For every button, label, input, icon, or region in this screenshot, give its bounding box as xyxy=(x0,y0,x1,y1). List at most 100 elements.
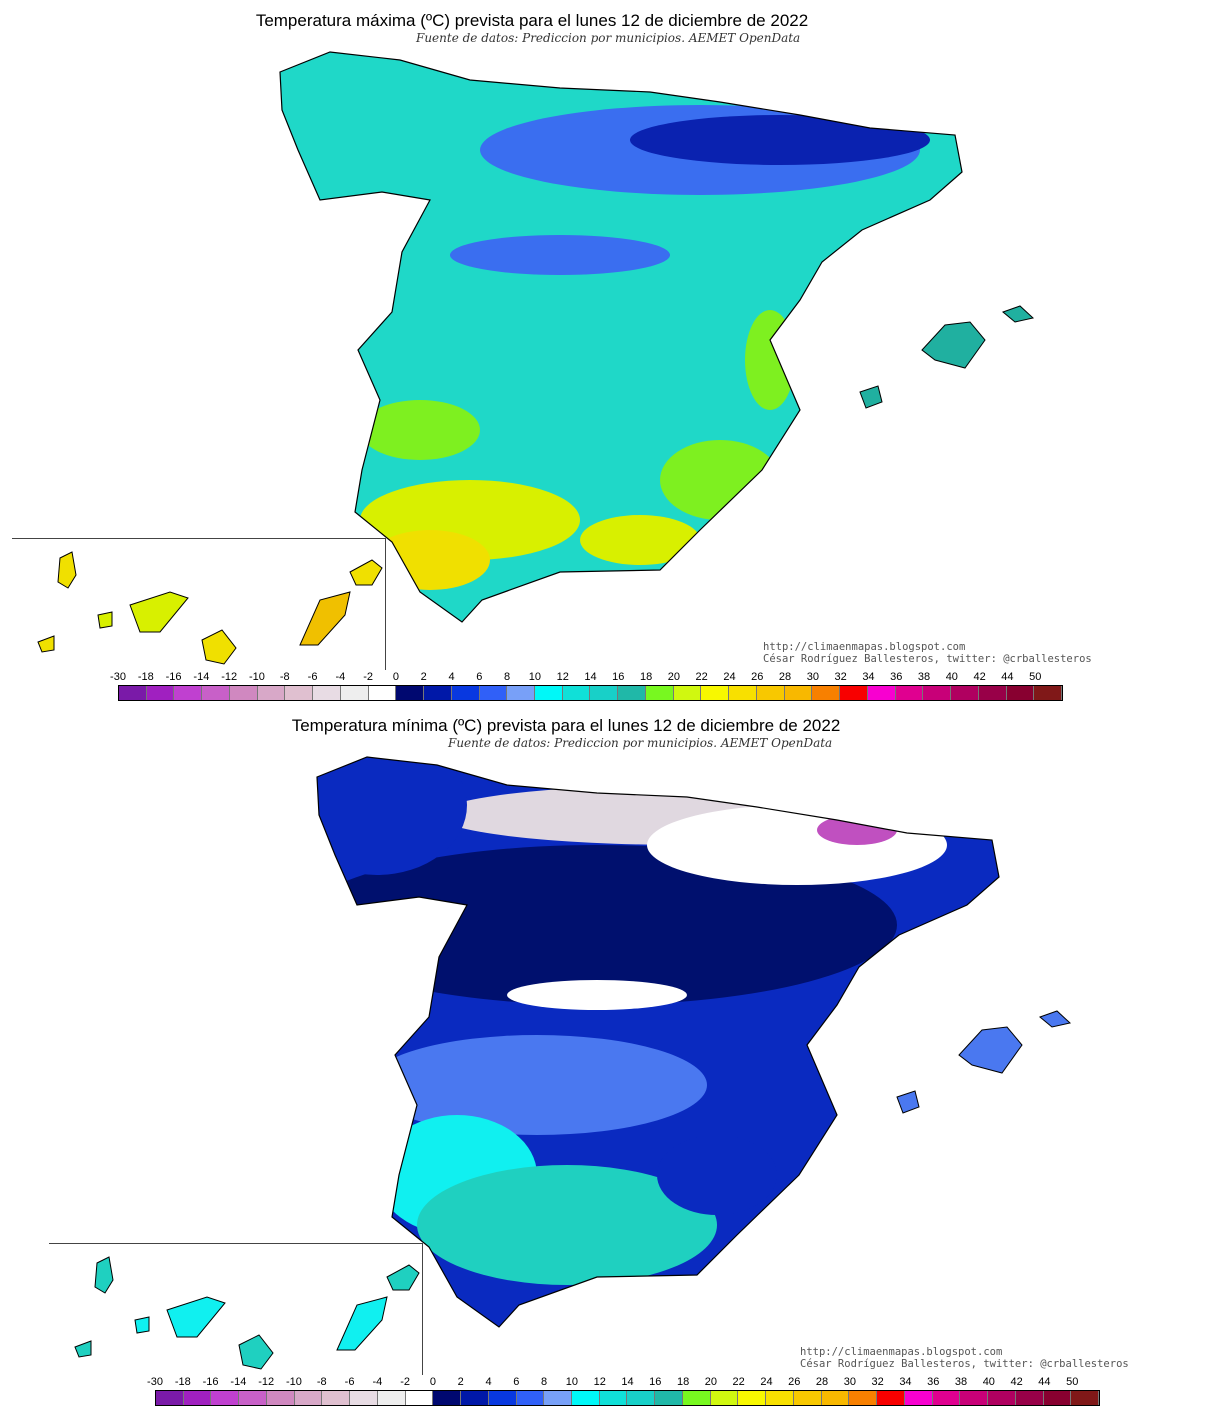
legend-color-box xyxy=(507,686,536,700)
legend-tick-label: 26 xyxy=(788,1376,801,1388)
legend-color-box xyxy=(488,1391,517,1405)
legend-color-box xyxy=(1043,1391,1072,1405)
legend-color-box xyxy=(451,686,480,700)
legend-color-box xyxy=(229,686,258,700)
legend-color-box xyxy=(645,686,674,700)
legend-tick-label: 14 xyxy=(621,1376,634,1388)
legend-color-box xyxy=(655,1391,683,1405)
temperature-zone xyxy=(317,757,467,875)
balearic-island xyxy=(859,385,883,409)
legend-tick-label: 0 xyxy=(429,1376,436,1388)
legend-tick-label: -12 xyxy=(258,1376,275,1388)
legend-tick-label: 18 xyxy=(639,671,653,683)
legend-tick-label: 44 xyxy=(1001,671,1014,683)
legend-tick-label: 30 xyxy=(843,1376,856,1388)
legend-tick-label: 34 xyxy=(862,671,875,683)
min-temp-source: Fuente de datos: Prediccion por municipi… xyxy=(448,736,833,750)
temperature-zone xyxy=(630,115,930,165)
legend-tick-label: 26 xyxy=(751,671,764,683)
legend-tick-label: 20 xyxy=(704,1376,717,1388)
legend-tick-label: -18 xyxy=(137,671,154,683)
legend-tick-label: 24 xyxy=(723,671,736,683)
legend-tick-label: 22 xyxy=(732,1376,745,1388)
legend-color-box xyxy=(682,1391,711,1405)
canary-island xyxy=(336,1296,388,1351)
legend-tick-label: 42 xyxy=(1010,1376,1023,1388)
min-temp-title: Temperatura mínima (ºC) prevista para el… xyxy=(291,716,841,735)
canary-island xyxy=(166,1296,226,1338)
min-temp-map xyxy=(74,756,1072,1370)
legend-tick-label: -14 xyxy=(230,1376,247,1388)
max-temp-legend: -30 -18 -16 -14 -12 -10 -8 -6 -4 -2 0 2 4 6 8 10 12 14 16 1… xyxy=(110,671,1063,701)
legend-color-box xyxy=(904,1391,933,1405)
legend-tick-label: 22 xyxy=(695,671,708,683)
legend-color-box xyxy=(257,686,286,700)
temperature-zone xyxy=(417,1165,717,1285)
legend-tick-label: 12 xyxy=(593,1376,606,1388)
canary-island xyxy=(386,1264,420,1291)
legend-tick-label: 20 xyxy=(667,671,680,683)
legend-tick-label: -16 xyxy=(202,1376,219,1388)
legend-tick-label: 28 xyxy=(815,1376,829,1388)
canary-island xyxy=(349,559,383,586)
legend-color-box xyxy=(461,1391,489,1405)
temperature-zone xyxy=(647,805,947,885)
legend-color-box xyxy=(766,1391,794,1405)
credit-url: http://climaenmapas.blogspot.com xyxy=(800,1346,1003,1358)
temperature-zone xyxy=(450,235,670,275)
canary-island xyxy=(97,611,113,629)
legend-tick-label: 36 xyxy=(890,671,903,683)
legend-tick-label: 10 xyxy=(528,671,542,683)
canary-island xyxy=(129,591,189,633)
legend-tick-label: 28 xyxy=(778,671,792,683)
legend-tick-label: 24 xyxy=(760,1376,773,1388)
legend-tick-label: 30 xyxy=(806,671,819,683)
legend-color-box xyxy=(895,686,924,700)
temperature-zone xyxy=(507,980,687,1010)
legend-tick-label: -18 xyxy=(174,1376,191,1388)
legend-tick-label: 8 xyxy=(504,671,511,683)
legend-tick-label: -10 xyxy=(286,1376,302,1388)
legend-color-box xyxy=(849,1391,878,1405)
legend-color-box xyxy=(146,686,175,700)
legend-tick-label: 10 xyxy=(565,1376,579,1388)
legend-tick-label: 6 xyxy=(476,671,483,683)
legend-tick-label: 40 xyxy=(982,1376,995,1388)
legend-color-box xyxy=(673,686,702,700)
legend-tick-label: -6 xyxy=(344,1376,355,1388)
legend-tick-label: 34 xyxy=(899,1376,912,1388)
legend-tick-label: 50 xyxy=(1066,1376,1079,1388)
legend-tick-label: 0 xyxy=(392,671,399,683)
legend-tick-label: 44 xyxy=(1038,1376,1051,1388)
legend-color-box xyxy=(340,686,369,700)
legend-tick-label: -6 xyxy=(307,671,318,683)
legend-color-box xyxy=(516,1391,545,1405)
legend-color-box xyxy=(535,686,563,700)
legend-color-box xyxy=(174,686,203,700)
canary-island xyxy=(299,591,351,646)
legend-color-box xyxy=(183,1391,212,1405)
temperature-zone xyxy=(745,310,795,410)
legend-color-box xyxy=(1071,1391,1099,1405)
legend-tick-label: 16 xyxy=(612,671,625,683)
legend-tick-label: 12 xyxy=(556,671,569,683)
legend-color-box xyxy=(923,686,952,700)
canary-island xyxy=(94,1256,114,1294)
legend-tick-label: 40 xyxy=(945,671,958,683)
legend-tick-label: 18 xyxy=(676,1376,690,1388)
balearic-island xyxy=(958,1026,1023,1074)
legend-color-box xyxy=(368,686,397,700)
legend-tick-label: 42 xyxy=(973,671,986,683)
legend-color-box xyxy=(156,1391,184,1405)
canary-island xyxy=(134,1316,150,1334)
legend-color-box xyxy=(932,1391,961,1405)
legend-color-box xyxy=(239,1391,267,1405)
canary-inset-border xyxy=(385,538,386,670)
credit-url: http://climaenmapas.blogspot.com xyxy=(763,641,966,653)
temperature-zone xyxy=(657,1135,777,1215)
balearic-island xyxy=(1039,1010,1072,1028)
credit: http://climaenmapas.blogspot.com César R… xyxy=(763,641,1092,665)
legend-color-box xyxy=(729,686,757,700)
legend-color-box xyxy=(978,686,1007,700)
